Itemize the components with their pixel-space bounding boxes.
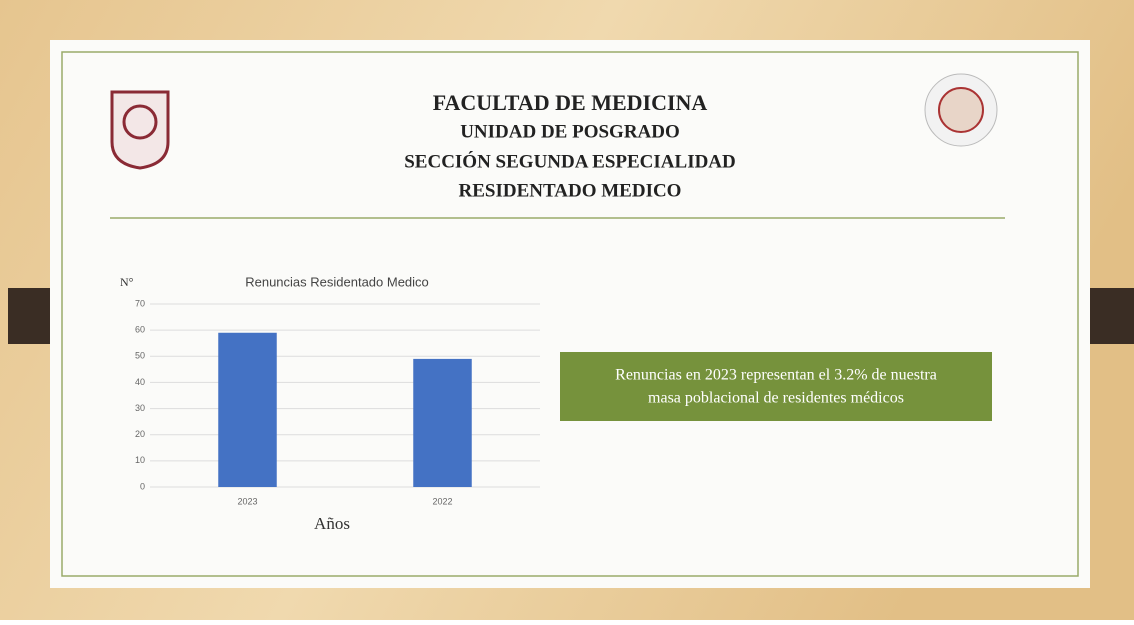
y-tick-label: 0 (140, 481, 145, 491)
slide (50, 40, 1090, 588)
callout-text: masa poblacional de residentes médicos (648, 390, 904, 407)
y-tick-label: 10 (135, 455, 145, 465)
y-axis-label: N° (120, 275, 134, 289)
callout-text: Renuncias en 2023 representan el 3.2% de… (615, 367, 937, 384)
header-line: UNIDAD DE POSGRADO (460, 121, 680, 142)
chart-title: Renuncias Residentado Medico (245, 274, 429, 289)
y-tick-label: 40 (135, 377, 145, 387)
y-tick-label: 70 (135, 298, 145, 308)
y-tick-label: 30 (135, 403, 145, 413)
right-logo (924, 73, 998, 147)
header-title: FACULTAD DE MEDICINA (433, 90, 708, 115)
y-tick-label: 50 (135, 351, 145, 361)
bar (218, 332, 277, 487)
y-tick-label: 20 (135, 429, 145, 439)
header-line: RESIDENTADO MEDICO (459, 180, 682, 201)
header-line: SECCIÓN SEGUNDA ESPECIALIDAD (404, 150, 736, 172)
left-logo (110, 90, 170, 170)
callout-box (560, 352, 992, 421)
slide-border (61, 51, 1079, 577)
x-tick-label: 2022 (432, 496, 452, 506)
x-tick-label: 2023 (237, 496, 257, 506)
bar (413, 358, 472, 487)
x-axis-label: Años (314, 514, 350, 533)
y-tick-label: 60 (135, 325, 145, 335)
